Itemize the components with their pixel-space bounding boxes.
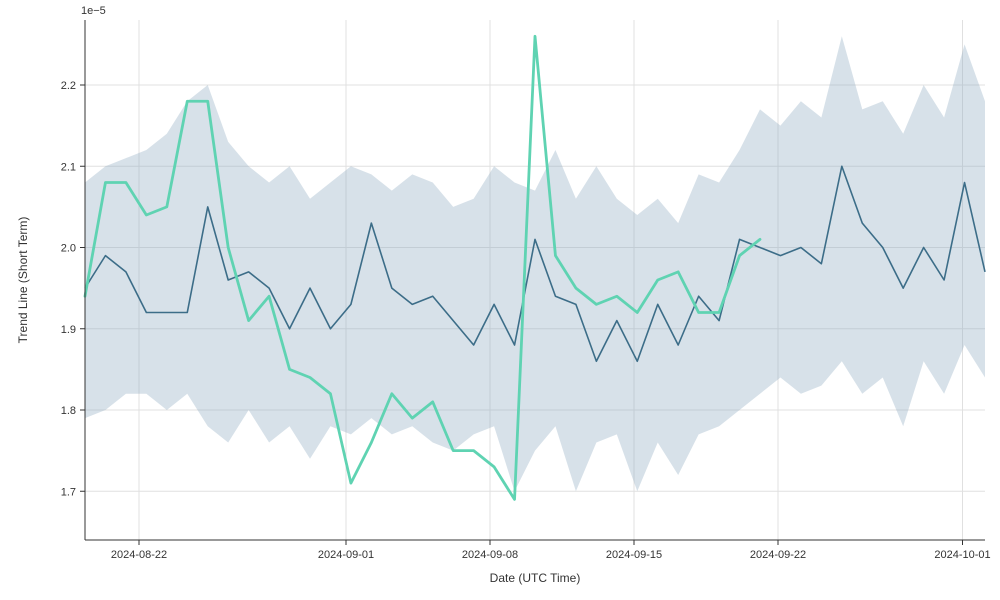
y-tick-label: 1.8 (61, 405, 76, 417)
y-tick-label: 1.7 (61, 486, 76, 498)
x-tick-label: 2024-09-01 (318, 549, 374, 561)
y-tick-label: 2.2 (61, 80, 76, 92)
y-exponent-label: 1e−5 (81, 5, 106, 17)
y-tick-label: 1.9 (61, 324, 76, 336)
confidence-band (85, 36, 985, 491)
x-tick-label: 2024-09-22 (750, 549, 806, 561)
trend-chart: 2024-08-22 2024-09-01 2024-09-08 2024-09-15… (0, 0, 1000, 600)
x-tick-label: 2024-10-01 (934, 549, 990, 561)
x-tick-label: 2024-09-08 (462, 549, 518, 561)
chart-container: 2024-08-22 2024-09-01 2024-09-08 2024-09-15… (0, 0, 1000, 600)
y-tick-label: 2.1 (61, 161, 76, 173)
y-axis-label: Trend Line (Short Term) (16, 217, 30, 344)
x-tick-label: 2024-08-22 (111, 549, 167, 561)
y-tick-label: 2.0 (61, 243, 76, 255)
x-axis-label: Date (UTC Time) (490, 571, 581, 585)
x-tick-label: 2024-09-15 (606, 549, 662, 561)
